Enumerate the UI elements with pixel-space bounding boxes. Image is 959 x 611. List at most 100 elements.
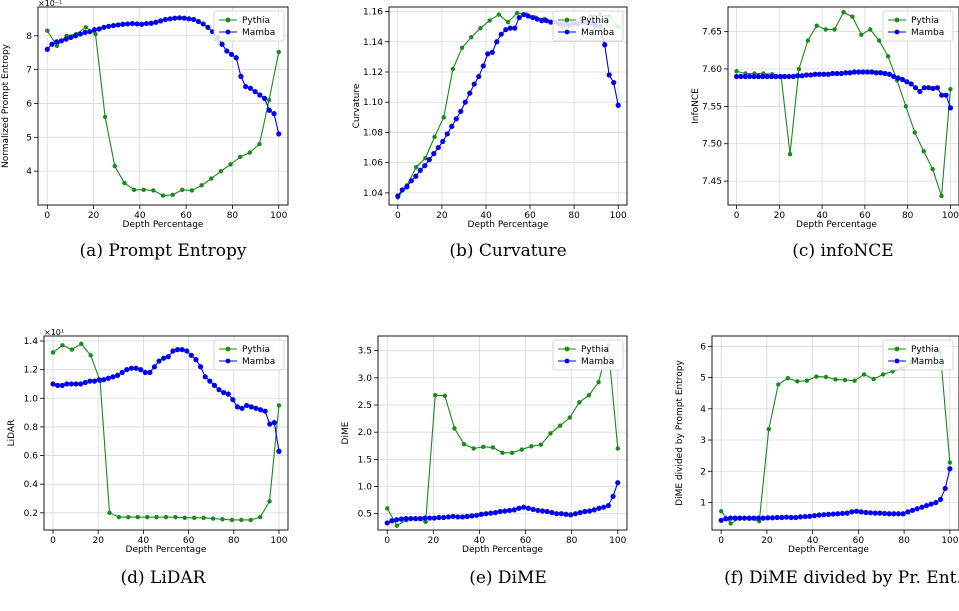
- y-tick-label: 7.60: [702, 65, 722, 75]
- y-tick-label: 5: [700, 374, 706, 384]
- data-point-pythia: [154, 514, 159, 520]
- data-point-mamba: [733, 73, 740, 80]
- data-point-mamba: [860, 69, 866, 75]
- data-point-mamba: [193, 357, 199, 363]
- data-point-pythia: [832, 27, 837, 32]
- data-point-mamba: [807, 513, 813, 519]
- data-point-pythia: [423, 519, 428, 525]
- data-point-mamba: [926, 85, 932, 91]
- data-point-pythia: [766, 426, 771, 432]
- data-point-mamba: [261, 95, 268, 101]
- axis-exponent: ×10⁻¹: [38, 0, 62, 8]
- x-tick-label: 60: [183, 536, 195, 546]
- data-point-pythia: [833, 377, 838, 382]
- legend-box: [552, 10, 624, 42]
- data-point-mamba: [572, 511, 579, 517]
- data-point-mamba: [919, 504, 925, 510]
- x-tick-label: 60: [859, 211, 871, 221]
- data-point-pythia: [432, 134, 437, 140]
- data-point-pythia: [144, 514, 150, 520]
- data-point-mamba: [799, 73, 805, 79]
- data-point-mamba: [563, 511, 569, 517]
- y-tick-label: 1.5: [358, 455, 372, 465]
- x-tick-label: 0: [718, 536, 724, 546]
- data-point-mamba: [821, 71, 827, 77]
- data-point-mamba: [234, 404, 241, 410]
- data-point-mamba: [73, 381, 79, 387]
- data-point-mamba: [816, 71, 823, 77]
- data-point-pythia: [930, 166, 935, 172]
- figure-caption: (d) LiDAR: [120, 568, 206, 588]
- data-point-pythia: [413, 165, 419, 170]
- y-tick-label: 2.0: [358, 428, 373, 438]
- x-tick-label: 0: [50, 536, 56, 546]
- data-point-mamba: [247, 85, 254, 91]
- data-point-pythia: [102, 114, 108, 120]
- data-point-mamba: [243, 83, 249, 90]
- data-point-mamba: [554, 511, 560, 517]
- data-point-mamba: [747, 73, 753, 80]
- data-point-pythia: [514, 10, 520, 16]
- data-point-mamba: [216, 387, 222, 393]
- data-point-pythia: [805, 38, 811, 43]
- data-point-pythia: [859, 32, 864, 37]
- data-point-mamba: [899, 76, 906, 83]
- data-point-mamba: [200, 21, 206, 27]
- legend-label-mamba: Mamba: [911, 357, 944, 367]
- data-point-mamba: [114, 372, 121, 378]
- data-point-pythia: [131, 187, 137, 192]
- data-point-pythia: [577, 400, 582, 405]
- figure-caption: (c) infoNCE: [792, 241, 894, 261]
- data-point-mamba: [138, 367, 144, 373]
- data-point-mamba: [797, 514, 804, 520]
- data-point-mamba: [228, 51, 235, 57]
- data-point-mamba: [440, 138, 446, 145]
- data-point-pythia: [921, 149, 926, 154]
- legend-swatch-marker: [564, 29, 570, 35]
- data-point-mamba: [110, 23, 116, 29]
- data-point-mamba: [151, 364, 158, 370]
- data-point-pythia: [160, 193, 166, 198]
- y-tick-label: 6: [26, 99, 32, 109]
- data-point-mamba: [732, 515, 738, 521]
- data-point-pythia: [868, 27, 873, 32]
- legend-swatch-marker: [225, 346, 231, 352]
- y-tick-label: 2: [700, 467, 706, 477]
- data-point-mamba: [485, 51, 491, 57]
- data-point-mamba: [252, 89, 258, 95]
- data-point-pythia: [734, 69, 739, 74]
- data-point-mamba: [105, 375, 111, 381]
- data-point-mamba: [417, 515, 423, 522]
- x-tick-label: 80: [902, 211, 914, 221]
- data-point-mamba: [525, 505, 531, 511]
- data-point-mamba: [64, 381, 70, 387]
- legend-swatch-marker: [564, 346, 570, 352]
- data-point-pythia: [218, 168, 224, 174]
- data-point-pythia: [442, 393, 448, 398]
- data-point-pythia: [45, 28, 50, 33]
- x-tick-label: 100: [942, 211, 959, 221]
- data-point-pythia: [107, 510, 112, 516]
- data-point-mamba: [394, 517, 400, 523]
- data-point-pythia: [785, 375, 791, 381]
- data-point-pythia: [948, 86, 953, 92]
- data-point-pythia: [441, 115, 446, 120]
- data-point-mamba: [156, 358, 162, 364]
- data-point-mamba: [825, 71, 831, 77]
- data-point-pythia: [505, 19, 511, 25]
- data-point-mamba: [176, 15, 183, 21]
- data-point-mamba: [480, 63, 486, 69]
- y-tick-label: 1.4: [24, 337, 39, 347]
- data-point-mamba: [863, 509, 869, 516]
- x-tick-label: 80: [898, 536, 910, 546]
- data-point-mamba: [502, 508, 508, 514]
- data-point-mamba: [835, 511, 841, 517]
- data-point-pythia: [718, 509, 724, 514]
- data-point-mamba: [87, 29, 93, 35]
- legend-swatch-marker: [894, 346, 900, 352]
- data-point-mamba: [781, 73, 788, 80]
- legend: Pythia Mamba: [213, 339, 285, 371]
- data-point-mamba: [760, 73, 766, 80]
- data-point-mamba: [106, 23, 112, 29]
- data-point-pythia: [54, 43, 60, 49]
